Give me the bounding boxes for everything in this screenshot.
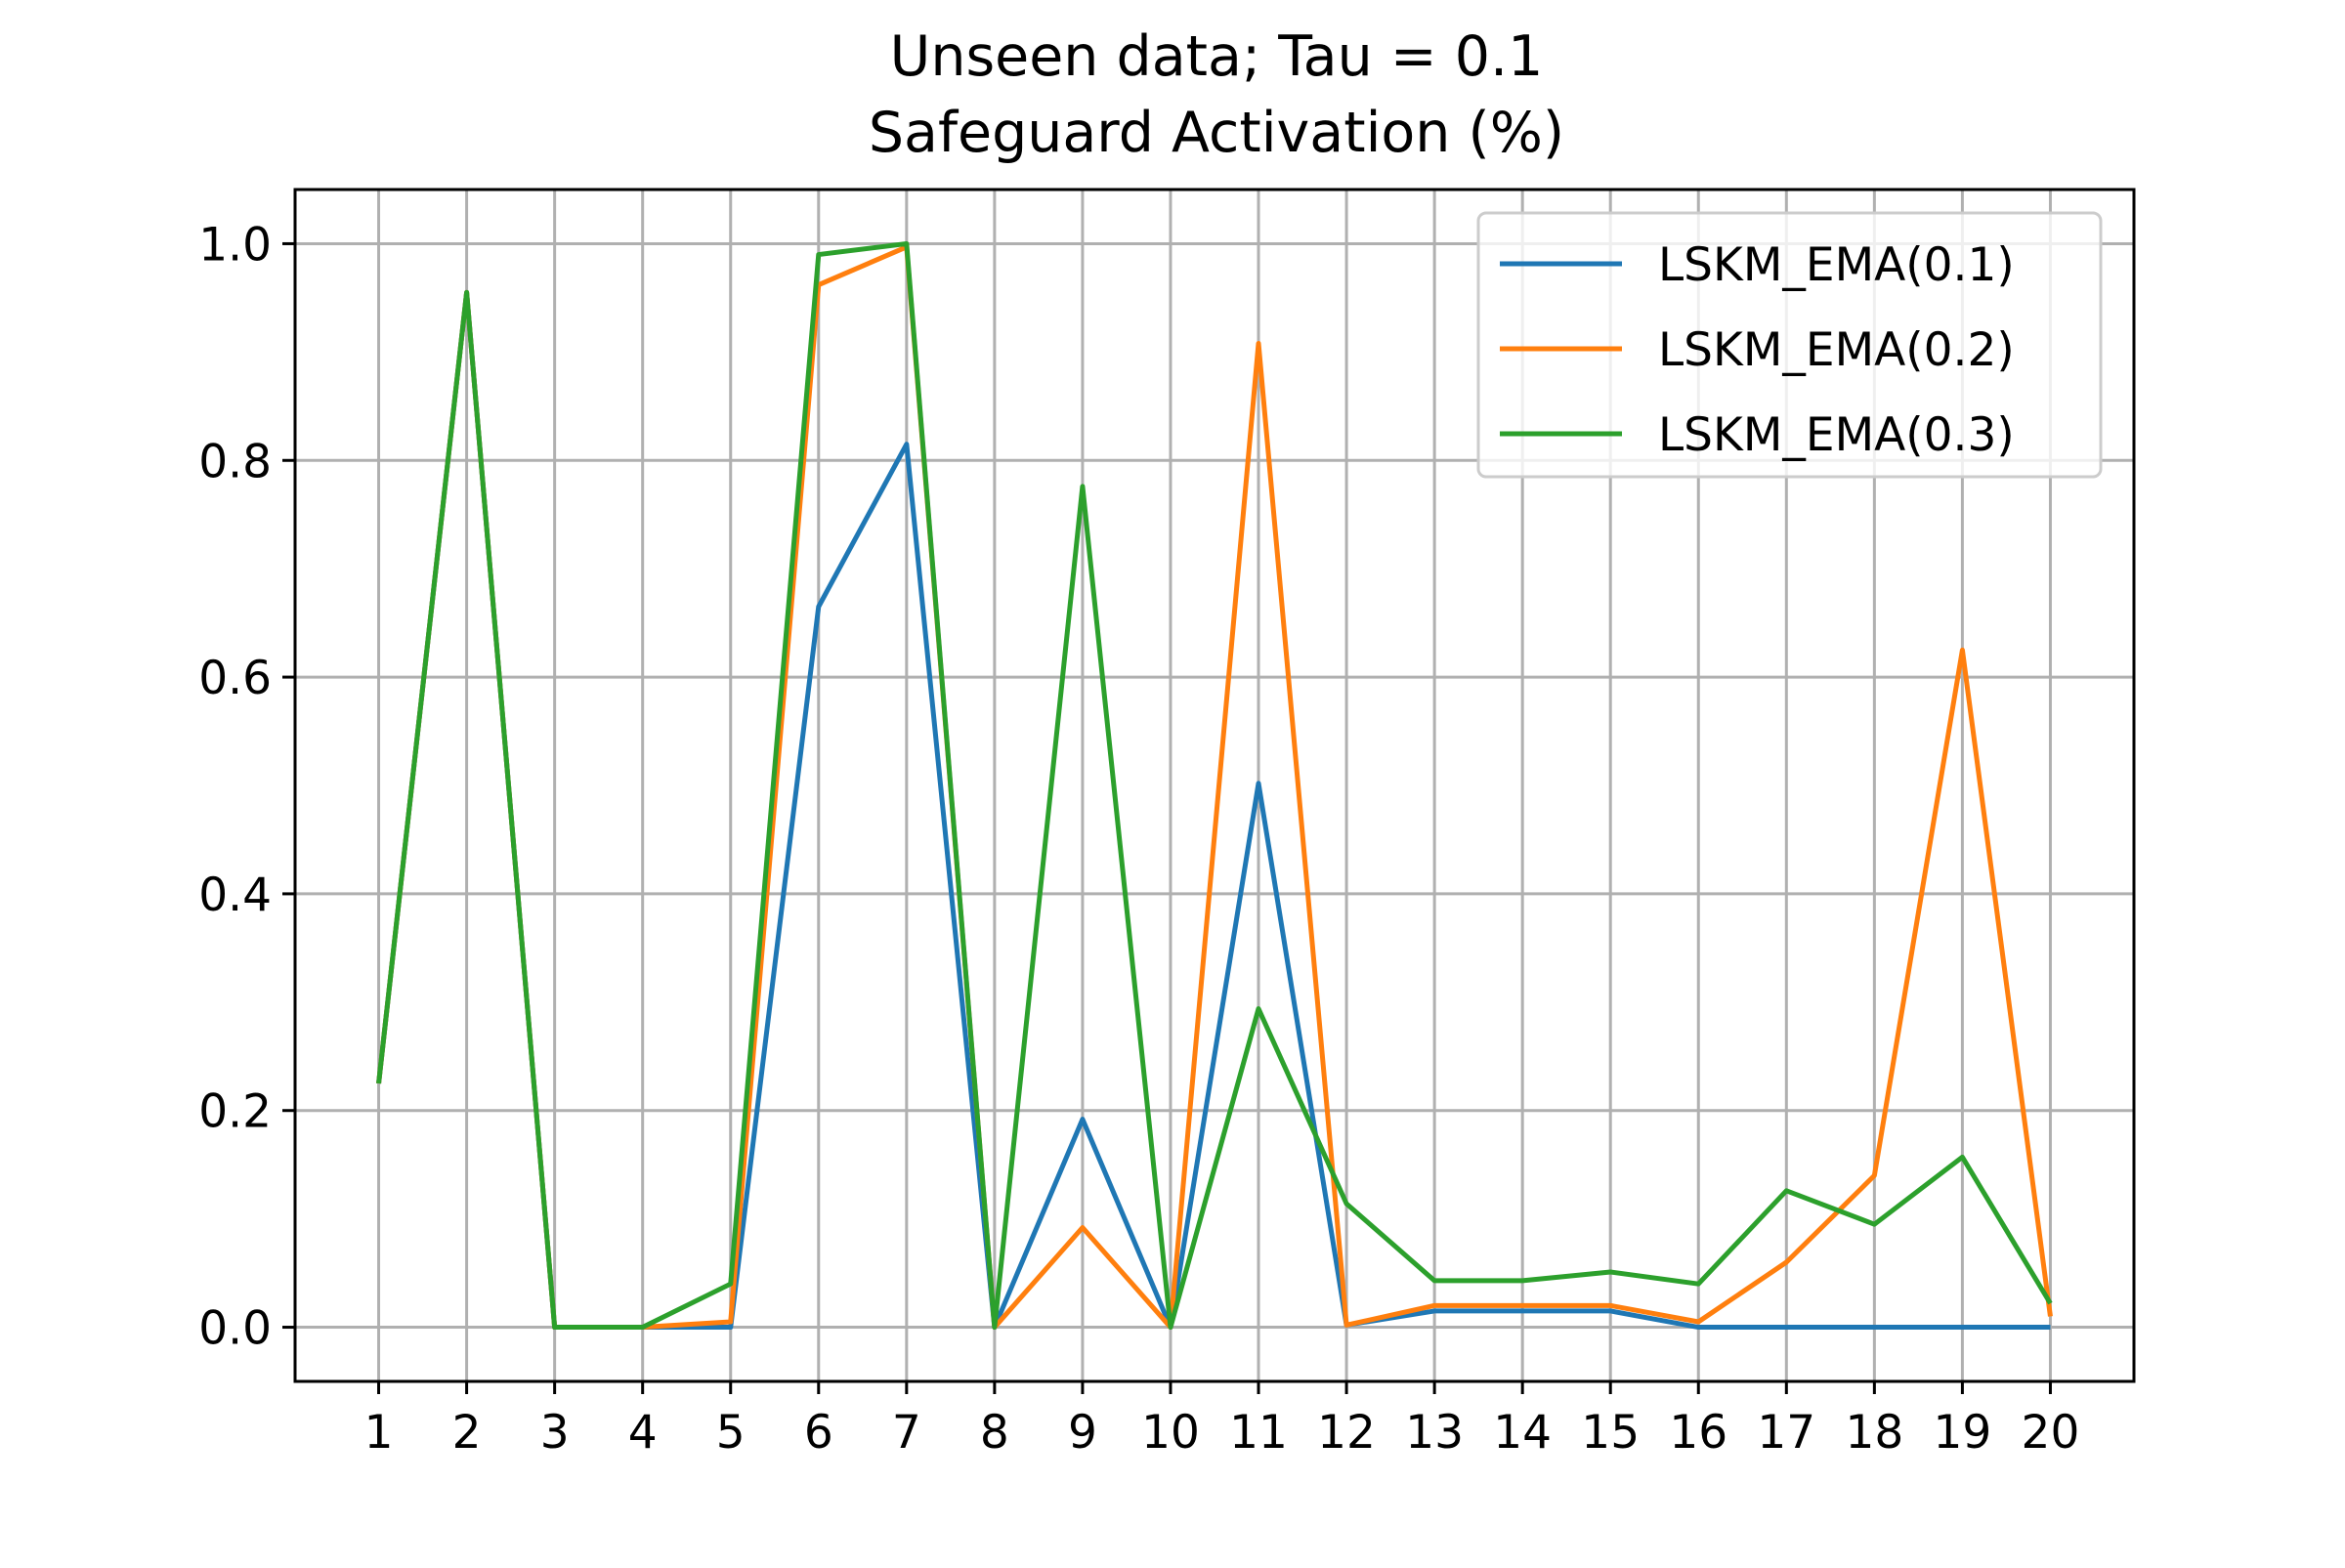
x-tick-label: 20 [2022,1406,2080,1460]
plot-frame [293,188,2136,1383]
chart-title-line-1: Unseen data; Tau = 0.1 [890,24,1544,89]
legend: LSKM_EMA(0.1) LSKM_EMA(0.2) LSKM_EMA(0.3) [1476,211,2103,479]
x-tick-label: 2 [452,1406,482,1460]
legend-label: LSKM_EMA(0.3) [1658,408,2015,462]
x-tick-label: 11 [1229,1406,1288,1460]
series-line [376,240,2053,1331]
x-tick-label: 16 [1669,1406,1727,1460]
axis-ticks: 1 2 3 4 5 6 7 8 9 10 11 12 13 14 15 16 17 18 19 200.00.20.4… [198,218,2079,1460]
legend-label: LSKM_EMA(0.1) [1658,238,2015,292]
x-tick-label: 17 [1757,1406,1815,1460]
y-tick-label: 0.4 [198,869,272,922]
x-tick-label: 18 [1845,1406,1903,1460]
x-tick-label: 6 [804,1406,833,1460]
series-2 [376,244,2053,1331]
legend-label: LSKM_EMA(0.2) [1658,323,2015,377]
chart-title-line-2: Safeguard Activation (%) [869,101,1564,165]
x-tick-label: 5 [716,1406,746,1460]
grid [295,190,2134,1381]
x-tick-label: 4 [628,1406,658,1460]
legend-item: LSKM_EMA(0.1) [1500,238,2015,292]
x-tick-label: 3 [540,1406,570,1460]
x-tick-label: 10 [1141,1406,1200,1460]
x-tick-label: 8 [980,1406,1009,1460]
legend-box [1476,211,2103,479]
y-tick-label: 1.0 [198,218,272,272]
series-line [376,244,2053,1331]
legend-item: LSKM_EMA(0.2) [1500,323,2015,377]
x-tick-label: 12 [1317,1406,1376,1460]
y-tick-label: 0.2 [198,1085,272,1139]
series-3 [376,240,2053,1331]
x-tick-label: 14 [1493,1406,1552,1460]
x-tick-label: 9 [1068,1406,1097,1460]
y-tick-label: 0.0 [198,1302,272,1356]
series-lines [376,240,2053,1331]
y-tick-label: 0.8 [198,435,272,488]
x-tick-label: 7 [892,1406,921,1460]
x-tick-label: 19 [1934,1406,1992,1460]
legend-item: LSKM_EMA(0.3) [1500,408,2015,462]
x-tick-label: 15 [1581,1406,1640,1460]
x-tick-label: 13 [1405,1406,1464,1460]
x-tick-label: 1 [364,1406,394,1460]
y-tick-label: 0.6 [198,652,272,705]
